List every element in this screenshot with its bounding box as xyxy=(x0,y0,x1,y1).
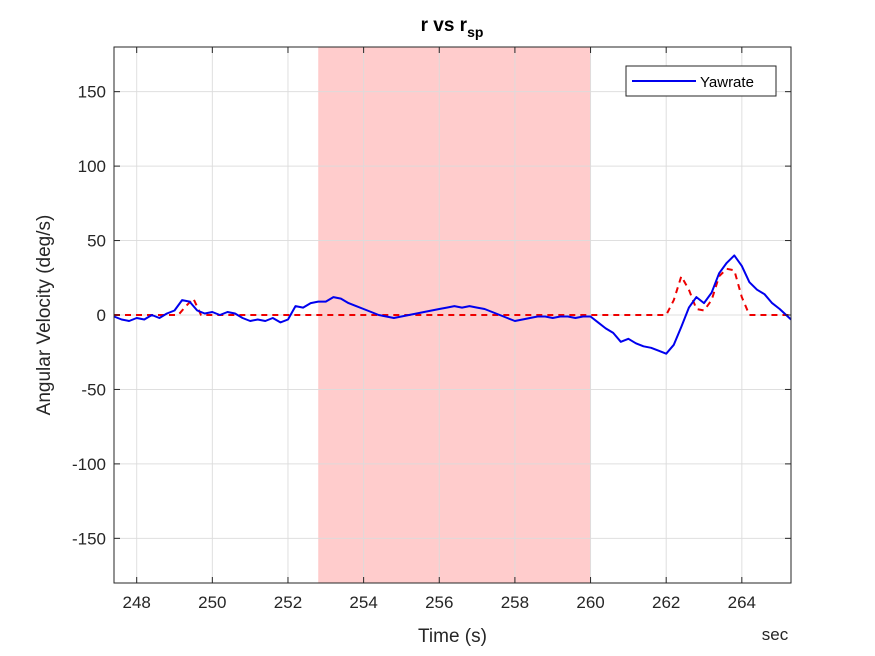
x-tick-label: 248 xyxy=(123,593,151,612)
series-line-setpoint xyxy=(114,267,791,316)
x-tick-label: 252 xyxy=(274,593,302,612)
x-unit-label: sec xyxy=(762,625,789,644)
y-tick-label: 50 xyxy=(87,232,106,251)
x-tick-label: 262 xyxy=(652,593,680,612)
y-tick-label: -50 xyxy=(81,380,106,399)
y-tick-label: 150 xyxy=(78,83,106,102)
legend[interactable]: Yawrate xyxy=(625,65,777,97)
x-tick-label: 264 xyxy=(728,593,756,612)
y-tick-label: -100 xyxy=(72,455,106,474)
x-tick-label: 254 xyxy=(349,593,377,612)
chart-title: r vs rsp xyxy=(421,15,484,40)
x-tick-label: 258 xyxy=(501,593,529,612)
series-layer xyxy=(113,254,792,355)
x-tick-label: 256 xyxy=(425,593,453,612)
x-axis-title: Time (s) xyxy=(418,626,487,647)
legend-label-yawrate: Yawrate xyxy=(700,74,754,91)
y-axis-title: Angular Velocity (deg/s) xyxy=(34,215,55,416)
x-tick-label: 260 xyxy=(576,593,604,612)
chart-title-main: r vs r xyxy=(421,15,468,36)
tick-layer: 248 250 252 254 256 258 260 262 264 -150 -100 -50 0 5… xyxy=(72,47,791,612)
chart-title-subscript: sp xyxy=(467,24,483,40)
y-tick-label: -150 xyxy=(72,529,106,548)
y-tick-label: 100 xyxy=(78,157,106,176)
x-tick-label: 250 xyxy=(198,593,226,612)
y-tick-label: 0 xyxy=(97,306,106,325)
series-line-yawrate xyxy=(113,254,792,355)
